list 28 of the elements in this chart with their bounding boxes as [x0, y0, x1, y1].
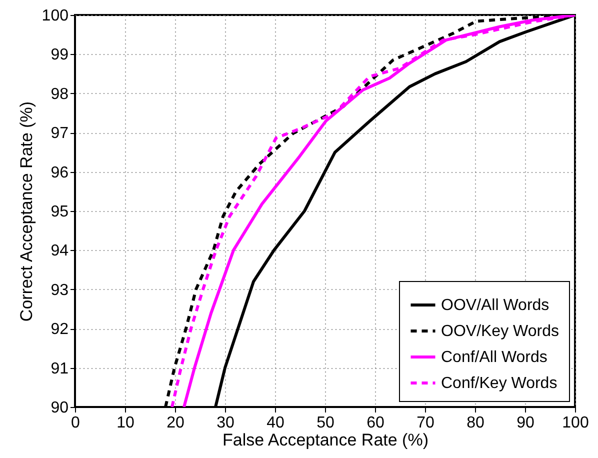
x-tick-label: 20 [166, 414, 184, 432]
x-tick-label: 30 [216, 414, 234, 432]
x-tick-label: 80 [466, 414, 484, 432]
y-tick-label: 92 [50, 321, 69, 338]
y-tick-label: 90 [50, 400, 69, 416]
x-tick-label: 90 [516, 414, 534, 432]
y-tick-label: 93 [50, 282, 69, 299]
y-tick-label: 97 [50, 125, 69, 142]
x-tick-label: 50 [316, 414, 334, 432]
legend-label: Conf/Key Words [441, 375, 558, 392]
legend-label: OOV/Key Words [441, 323, 559, 340]
x-tick-label: 60 [366, 414, 384, 432]
x-axis-title: False Acceptance Rate (%) [222, 430, 428, 450]
y-tick-label: 99 [50, 46, 69, 64]
y-tick-label: 98 [50, 86, 69, 103]
x-tick-label: 70 [416, 414, 434, 432]
y-axis-title: Correct Acceptance Rate (%) [16, 101, 36, 322]
y-tick-label: 95 [50, 204, 69, 220]
x-tick-label: 40 [266, 414, 284, 432]
legend-label: OOV/All Words [441, 297, 550, 314]
x-tick-label: 10 [116, 414, 134, 432]
y-tick-label: 91 [50, 360, 69, 378]
y-tick-label: 96 [50, 164, 69, 182]
y-tick-label: 94 [50, 242, 69, 260]
legend-label: Conf/All Words [441, 349, 548, 366]
x-tick-label: 100 [562, 414, 589, 432]
y-tick-label: 100 [42, 8, 69, 24]
x-tick-label: 0 [71, 414, 80, 432]
